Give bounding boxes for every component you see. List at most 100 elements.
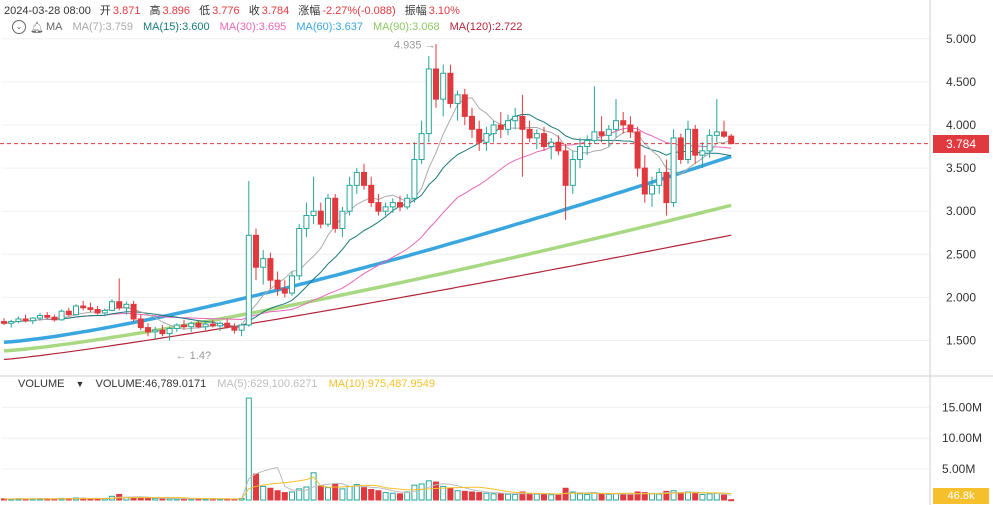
volume-bar (317, 485, 324, 501)
candle-body (433, 68, 439, 100)
volume-bar (145, 497, 151, 501)
change-value: -2.27%(-0.088) (322, 5, 396, 17)
candle-body (382, 206, 389, 212)
low-value: 3.776 (212, 5, 240, 17)
candle-body (440, 72, 447, 100)
volume-bar (325, 487, 331, 501)
ma15-legend: MA(15):3.600 (143, 21, 210, 33)
low-label: 低 (199, 5, 211, 17)
price-tick-label: 4.500 (946, 75, 976, 89)
volume-bar (361, 487, 367, 501)
volume-bar (137, 497, 144, 501)
candle-body (699, 150, 706, 156)
volume-bar (289, 491, 295, 501)
volume-ma10-line (3, 476, 732, 500)
volume-bar (332, 483, 339, 501)
volume-bar (641, 492, 648, 501)
candle-body (627, 124, 634, 133)
volume-bar (634, 491, 641, 501)
volume-bar (649, 493, 655, 501)
candle-body (281, 288, 288, 294)
candle-body (317, 210, 324, 225)
amplitude-value: 3.10% (428, 5, 460, 17)
candle-body (80, 305, 87, 309)
candle-body (123, 303, 130, 309)
open-label: 开 (99, 5, 111, 17)
volume-bar (512, 493, 519, 501)
candle-body (44, 315, 51, 318)
chevron-down-icon[interactable]: ▼ (75, 379, 85, 389)
volume-bar (346, 485, 353, 501)
candle-body (166, 327, 173, 335)
volume-ma5-line (3, 466, 732, 500)
candle-body (548, 141, 555, 148)
volume-bar (418, 483, 425, 501)
candle-body (605, 128, 612, 136)
candle-body (209, 323, 216, 327)
volume-bar (296, 488, 303, 501)
candle-body (634, 131, 641, 169)
volume-ma-lines (3, 466, 732, 500)
volume-bar (425, 480, 432, 501)
high-annotation: 4.935 → (394, 39, 436, 51)
axes: 1.500 2.000 2.500 3.000 3.500 4.000 4.500 5.000… (0, 32, 982, 476)
candle-body (310, 210, 317, 217)
volume-bar (577, 493, 583, 501)
volume-bar (692, 492, 699, 501)
candle-body (73, 305, 79, 316)
volume-bar (267, 487, 274, 501)
candle-body (454, 94, 461, 104)
candle-body (728, 135, 735, 145)
volume-bar (159, 498, 166, 501)
candle-body (245, 234, 252, 326)
volume-bar (541, 493, 547, 501)
candle-body (224, 322, 231, 328)
ma-indicator-name[interactable]: MA (45, 21, 63, 33)
candle-body (267, 258, 274, 281)
candle-body (526, 128, 533, 139)
candle-body (195, 322, 202, 328)
volume-bar (339, 488, 346, 501)
candle-body (137, 318, 144, 329)
volume-bar (533, 493, 540, 501)
candle-body (202, 323, 209, 328)
candle-body (598, 131, 605, 136)
ma15-line (3, 113, 732, 328)
volume-indicator-name[interactable]: VOLUME (18, 378, 65, 390)
volume-bar (397, 493, 403, 501)
volume-bar (562, 487, 569, 501)
candle-body (274, 279, 281, 290)
volume-bar (519, 491, 526, 501)
candle-body (569, 158, 576, 186)
candle-body (296, 227, 303, 277)
volume-bar (670, 490, 677, 501)
volume-bar (548, 494, 555, 501)
price-tick-label: 4.000 (946, 118, 976, 132)
volume-bar (353, 484, 360, 501)
candle-body (116, 301, 123, 309)
volume-bar (656, 493, 663, 501)
ma90-line (3, 203, 732, 353)
candle-body (411, 158, 418, 199)
candle-body (389, 202, 396, 208)
volume-legend: VOLUME ▼ VOLUME:46,789.0171 MA(5):629,10… (18, 378, 443, 390)
volume-bar (677, 492, 684, 501)
volume-bar (620, 493, 627, 501)
volume-bar (713, 492, 720, 501)
price-tick-label: 2.000 (946, 290, 976, 304)
candle-body (663, 171, 670, 204)
volume-bar (569, 491, 576, 501)
candle-body (159, 329, 166, 335)
chevron-down-icon[interactable]: ⌄ (12, 20, 26, 34)
candle-body (8, 321, 15, 324)
candle-body (238, 324, 245, 331)
candle-body (339, 210, 346, 229)
candle-body (483, 133, 490, 143)
candle-body (577, 146, 583, 160)
bell-icon[interactable]: 🔔︎ (30, 21, 44, 34)
candle-body (22, 318, 29, 322)
candle-body (37, 315, 43, 319)
volume-bar (303, 486, 310, 501)
